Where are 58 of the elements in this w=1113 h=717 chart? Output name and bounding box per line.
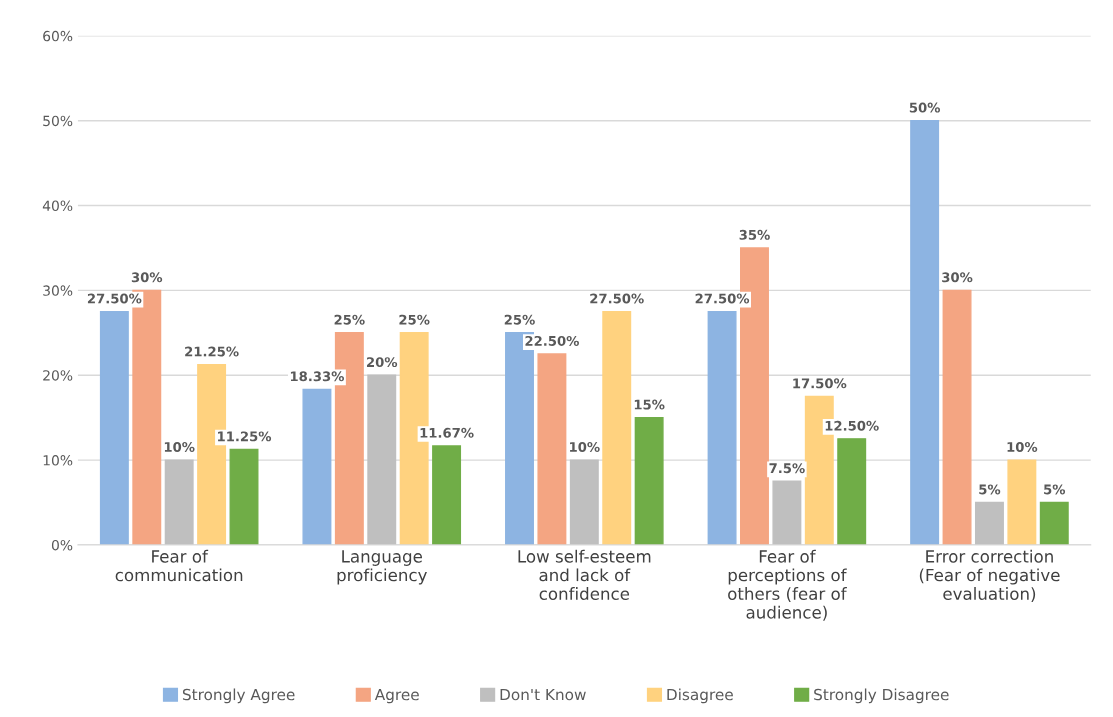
legend-label: Agree: [374, 688, 419, 704]
y-tick-label: 60%: [43, 30, 73, 42]
data-label: 25%: [334, 314, 365, 325]
legend-label: Don't Know: [500, 688, 586, 701]
y-tick-label: 10%: [43, 455, 73, 466]
y-tick-label: 40%: [42, 200, 73, 212]
bar: [942, 289, 972, 545]
data-label: 11.25%: [218, 431, 272, 442]
data-label: 12.50%: [825, 420, 879, 431]
data-label: 30%: [942, 272, 973, 283]
y-tick-label: 0%: [51, 539, 73, 551]
legend-label: Strongly Disagree: [814, 688, 949, 704]
x-tick-label: Fear of perceptions of others (fear of audience): [728, 549, 847, 621]
bar: [910, 120, 940, 545]
data-label: 21.25%: [185, 346, 239, 357]
data-label: 5%: [979, 484, 1001, 495]
data-label: 10%: [570, 441, 600, 452]
data-label: 7.5%: [769, 463, 805, 474]
bar: [634, 416, 664, 545]
bar: [432, 445, 462, 545]
y-tick-label: 50%: [43, 115, 73, 127]
data-label: 27.50%: [87, 293, 142, 304]
data-label: 10%: [164, 441, 195, 452]
data-label: 35%: [739, 229, 770, 240]
data-label: 18.33%: [290, 371, 344, 382]
legend-label: Disagree: [667, 688, 733, 704]
x-tick-label: Low self-esteem and lack of confidence: [518, 549, 651, 601]
bar: [974, 501, 1004, 545]
data-label: 25%: [504, 314, 535, 325]
data-label: 15%: [634, 399, 665, 410]
bar: [602, 310, 632, 545]
bar: [569, 459, 599, 545]
data-label: 11.67%: [420, 427, 474, 438]
bar: [837, 438, 867, 545]
x-tick-label: Error correction (Fear of negative evaluation): [919, 549, 1060, 602]
data-label: 10%: [1007, 441, 1038, 452]
bar: [1039, 501, 1069, 545]
data-label: 5%: [1044, 484, 1066, 495]
data-label: 50%: [909, 102, 941, 113]
x-tick-label: Language proficiency: [337, 550, 427, 585]
bar: [367, 374, 397, 545]
legend-label: Strongly Agree: [182, 688, 295, 704]
x-tick-label: Fear of communication: [115, 549, 243, 582]
bar: [707, 310, 737, 545]
bar: [1007, 459, 1037, 545]
data-label: 25%: [399, 314, 430, 325]
bar: [164, 459, 194, 545]
data-label: 27.50%: [695, 293, 750, 304]
data-label: 22.50%: [525, 335, 579, 346]
data-label: 27.50%: [590, 293, 644, 304]
y-tick-label: 30%: [43, 285, 73, 296]
data-label: 30%: [131, 272, 163, 283]
bar: [229, 448, 259, 545]
bar: [537, 353, 567, 545]
y-tick-label: 20%: [43, 370, 73, 381]
data-label: 20%: [367, 357, 398, 368]
data-label: 17.50%: [793, 378, 847, 389]
bar: [99, 310, 129, 545]
